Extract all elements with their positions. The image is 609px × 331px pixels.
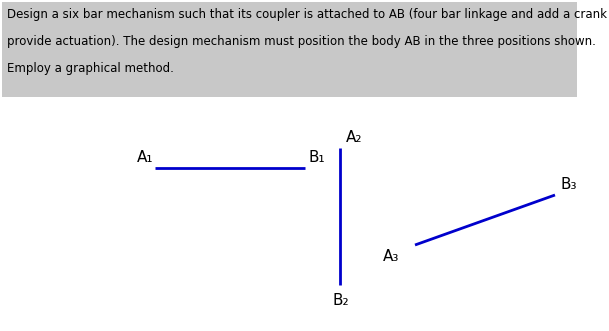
Text: B₁: B₁ [309, 150, 326, 165]
Text: B₂: B₂ [332, 293, 348, 308]
Text: A₂: A₂ [346, 130, 362, 145]
Text: B₃: B₃ [561, 177, 577, 192]
Text: A₃: A₃ [383, 249, 400, 264]
Text: provide actuation). The design mechanism must position the body AB in the three : provide actuation). The design mechanism… [7, 35, 596, 48]
Text: Design a six bar mechanism such that its coupler is attached to AB (four bar lin: Design a six bar mechanism such that its… [7, 8, 609, 21]
Bar [2, 2, 577, 97]
Text: Employ a graphical method.: Employ a graphical method. [7, 62, 174, 75]
Text: A₁: A₁ [137, 150, 153, 165]
